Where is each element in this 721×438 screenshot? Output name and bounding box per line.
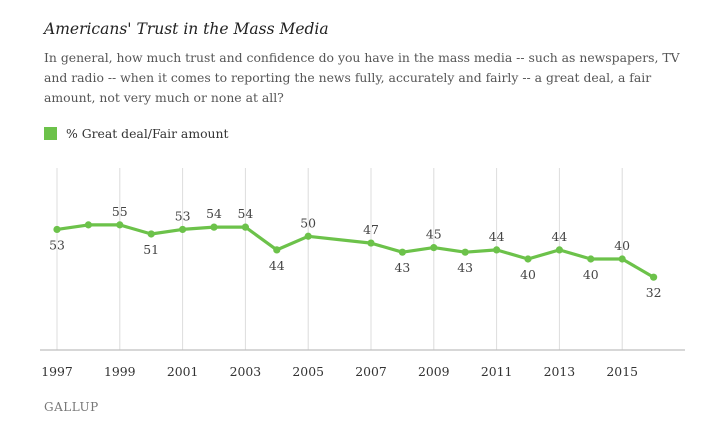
data-point-2008 [398,248,406,256]
x-tick-label: 2007 [355,364,387,379]
data-point-2001 [179,225,187,234]
legend-swatch [44,127,57,140]
data-point-2012 [524,255,532,263]
data-label-2003: 54 [238,206,254,221]
data-label-2016: 32 [646,285,662,300]
data-label-2012: 40 [520,267,536,282]
data-point-2004 [273,246,281,254]
data-point-2011 [493,246,501,254]
x-tick-label: 1997 [41,364,73,379]
data-point-2002 [210,223,218,231]
x-tick-label: 2011 [481,364,513,379]
x-tick-label: 2013 [544,364,576,379]
data-label-2000: 51 [143,242,159,257]
x-tick-label: 2015 [606,364,638,379]
data-point-2009 [430,244,438,252]
data-label-2013: 44 [552,229,568,244]
chart-title: Americans' Trust in the Mass Media [44,20,329,38]
data-point-2013 [555,246,564,254]
data-label-2009: 45 [426,227,442,242]
data-point-1999 [116,221,124,229]
data-point-2015 [618,255,626,263]
data-label-2014: 40 [583,267,599,282]
x-tick-labels: 1997 1999 2001 2003 2005 2007 2009 2011 2013 2015 [41,364,638,379]
x-tick-label: 2003 [230,364,262,379]
gallup-logo: GALLUP [44,400,99,414]
grid-lines [56,168,623,350]
data-point-2016 [650,273,658,281]
data-point-2000 [147,230,155,238]
data-label-2015: 40 [614,238,630,253]
x-tick-label: 2005 [292,364,324,379]
legend: % Great deal/Fair amount [44,126,228,141]
data-label-2010: 43 [457,260,473,275]
data-point-2010 [461,248,469,256]
data-point-2005 [304,232,312,240]
x-tick-label: 2001 [167,364,199,379]
data-point-2014 [587,255,595,263]
data-label-1997: 53 [49,237,65,252]
x-tick-label: 2009 [418,364,450,379]
data-point-1997 [53,225,61,234]
data-point-2003 [241,223,249,231]
data-label-2008: 43 [395,260,411,275]
x-tick-label: 1999 [104,364,136,379]
data-label-2001: 53 [175,208,191,223]
data-label-1999: 55 [112,204,128,219]
data-labels: 53 55 51 53 54 54 44 50 47 43 45 43 44 40 44 40 40 32 [49,204,661,300]
chart-subtitle: In general, how much trust and confidenc… [44,50,680,105]
data-point-2007 [367,239,375,247]
data-label-2007: 47 [363,222,379,237]
legend-label: % Great deal/Fair amount [66,126,229,141]
data-points [53,221,658,281]
data-label-2004: 44 [269,258,285,273]
data-label-2002: 54 [206,206,222,221]
data-point-1998 [84,221,92,229]
data-label-2005: 50 [300,215,316,230]
data-label-2011: 44 [489,229,505,244]
